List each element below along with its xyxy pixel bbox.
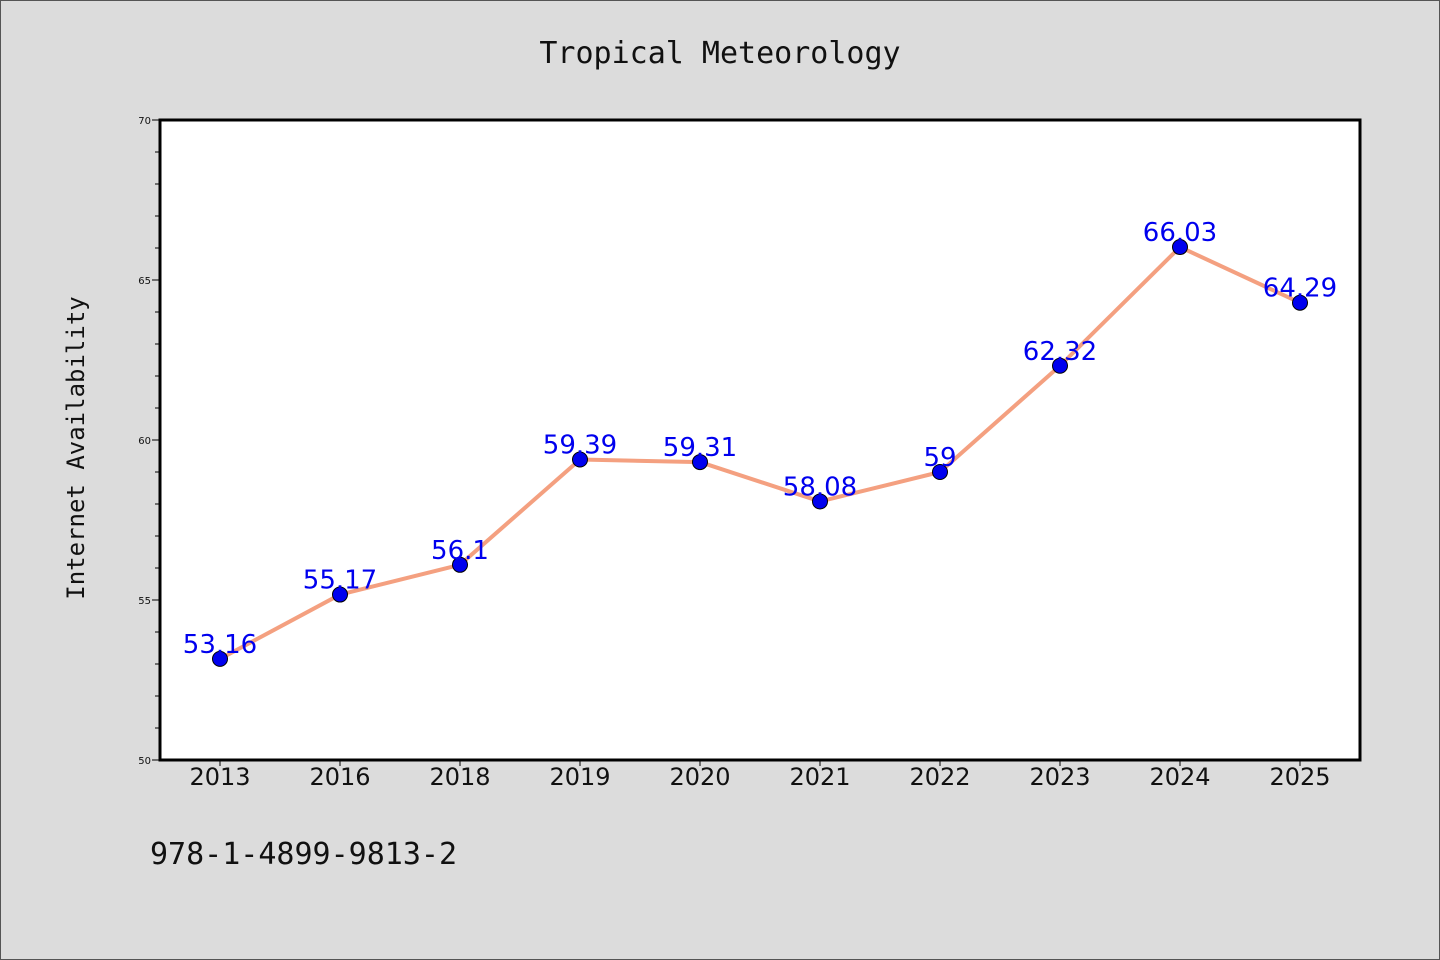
data-point: [812, 493, 828, 510]
data-label: 59.39: [543, 431, 617, 461]
data-label: 59.31: [663, 433, 737, 463]
x-tick-label: 2024: [1149, 763, 1210, 791]
chart-title: Tropical Meteorology: [539, 36, 900, 71]
y-tick-label: 60: [138, 436, 151, 447]
data-point: [1172, 239, 1188, 256]
data-label: 56.1: [431, 536, 489, 566]
x-tick-label: 2020: [669, 763, 730, 791]
data-label: 58.08: [783, 472, 857, 502]
series-layer: [212, 239, 1308, 667]
x-tick-label: 2016: [309, 763, 370, 791]
data-point: [692, 454, 708, 471]
x-tick-label: 2018: [429, 763, 490, 791]
data-label: 64.29: [1263, 274, 1337, 304]
data-label: 59: [923, 443, 956, 473]
data-label: 53.16: [183, 630, 257, 660]
data-point: [572, 451, 588, 468]
data-point: [1292, 294, 1308, 311]
y-tick-label: 70: [138, 116, 151, 127]
plot-area: [158, 118, 1362, 762]
data-label: 55.17: [303, 566, 377, 596]
y-tick-label: 50: [138, 756, 151, 767]
x-tick-label: 2023: [1029, 763, 1090, 791]
data-point: [212, 650, 228, 667]
y-tick-label: 55: [138, 596, 151, 607]
y-tick-label: 65: [138, 276, 151, 287]
x-tick-label: 2013: [189, 763, 250, 791]
x-axis: 2013 2016 2018 2019 2020 2021 2022 2023 2024 2025: [189, 760, 1331, 791]
data-point: [932, 464, 948, 480]
footnote-isbn: 978-1-4899-9813-2: [150, 837, 457, 872]
x-tick-label: 2022: [909, 763, 970, 791]
x-tick-label: 2019: [549, 763, 610, 791]
data-point: [1052, 357, 1068, 374]
data-label: 62.32: [1023, 337, 1097, 367]
y-axis-label: Internet Availability: [62, 296, 90, 599]
data-label: 66.03: [1143, 218, 1217, 248]
data-labels-layer: 53.16 55.17 56.1 59.39 59.31 58.08 59 62.32 66.0…: [183, 218, 1337, 660]
data-point: [332, 586, 348, 603]
y-axis: 50 55 60 65 70: [138, 116, 160, 767]
series-line: [218, 245, 1302, 661]
x-tick-label: 2021: [789, 763, 850, 791]
x-tick-label: 2025: [1269, 763, 1330, 791]
data-point: [452, 556, 468, 573]
